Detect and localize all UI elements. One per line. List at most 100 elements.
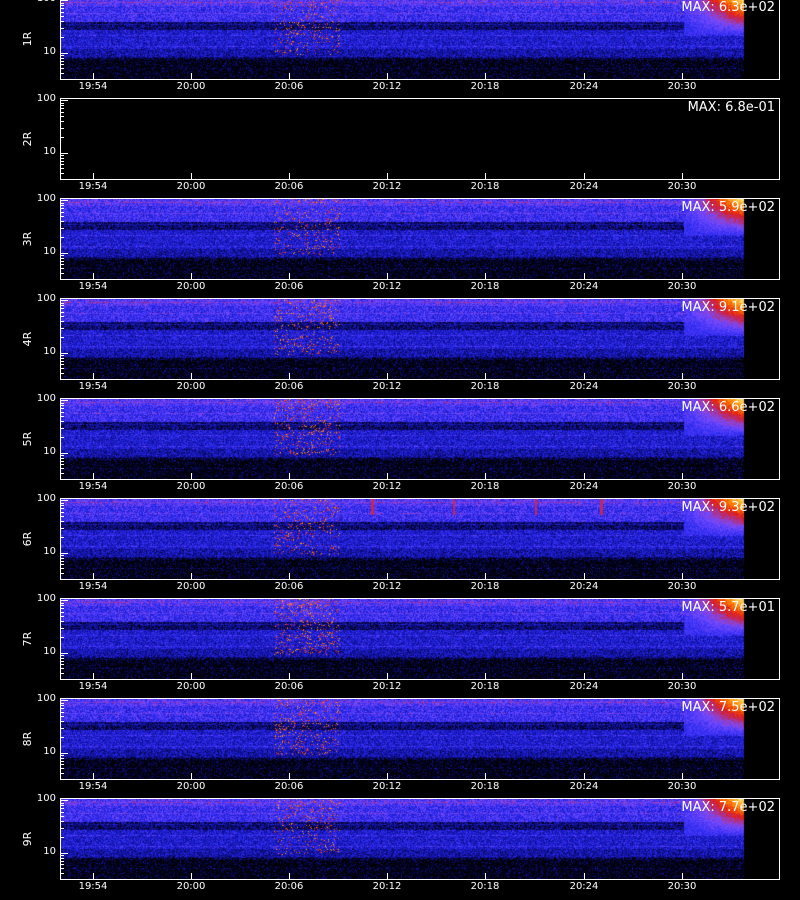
x-tick-mark bbox=[387, 373, 388, 379]
max-value-label: MAX: 5.9e+02 bbox=[681, 200, 775, 215]
max-value-label: MAX: 7.5e+02 bbox=[681, 700, 775, 715]
x-tick-label: 20:30 bbox=[667, 681, 697, 692]
x-tick-label: 20:18 bbox=[470, 481, 500, 492]
x-tick-label: 19:54 bbox=[78, 281, 108, 292]
x-tick-mark bbox=[584, 473, 585, 479]
y-minor-tick bbox=[60, 605, 64, 606]
spectrogram-plot: MAX: 9.1e+02 bbox=[60, 298, 780, 380]
spectrogram-image bbox=[61, 99, 779, 179]
y-minor-tick bbox=[60, 668, 64, 669]
y-minor-tick bbox=[60, 412, 64, 413]
y-tick-label: 100 bbox=[34, 0, 56, 4]
x-tick-label: 20:24 bbox=[569, 881, 599, 892]
y-minor-tick bbox=[60, 5, 64, 6]
spectrogram-image bbox=[61, 299, 779, 379]
x-tick-mark bbox=[584, 773, 585, 779]
y-minor-tick bbox=[60, 164, 64, 165]
spectrogram-plot: MAX: 6.3e+02 bbox=[60, 0, 780, 80]
spectrogram-panel-5r: 5R MAX: 6.6e+02 100 10 19:54 20:00 20:06 20:12 2… bbox=[0, 393, 800, 498]
y-minor-tick bbox=[60, 355, 64, 356]
y-minor-tick bbox=[60, 103, 64, 104]
x-tick-label: 20:00 bbox=[176, 281, 206, 292]
x-tick-mark bbox=[191, 773, 192, 779]
y-minor-tick bbox=[60, 421, 64, 422]
y-tick-mark bbox=[60, 53, 68, 54]
x-tick-mark bbox=[485, 273, 486, 279]
y-minor-tick bbox=[60, 658, 64, 659]
spectrogram-image bbox=[61, 0, 779, 79]
x-tick-mark bbox=[682, 373, 683, 379]
x-tick-label: 20:12 bbox=[372, 381, 402, 392]
x-tick-mark bbox=[191, 873, 192, 879]
x-tick-label: 20:00 bbox=[176, 581, 206, 592]
x-tick-mark bbox=[93, 673, 94, 679]
x-tick-mark bbox=[682, 73, 683, 79]
y-tick-label: 100 bbox=[36, 293, 56, 304]
x-tick-label: 20:30 bbox=[667, 481, 697, 492]
y-minor-tick bbox=[60, 258, 64, 259]
y-minor-tick bbox=[60, 137, 64, 138]
y-minor-tick bbox=[60, 168, 64, 169]
x-tick-label: 20:06 bbox=[274, 181, 304, 192]
x-tick-mark bbox=[682, 873, 683, 879]
x-tick-label: 20:24 bbox=[569, 381, 599, 392]
x-tick-mark bbox=[584, 173, 585, 179]
y-minor-tick bbox=[60, 603, 64, 604]
spectrogram-image bbox=[61, 699, 779, 779]
y-minor-tick bbox=[60, 503, 64, 504]
y-tick-label: 10 bbox=[43, 346, 56, 357]
y-tick-mark bbox=[60, 553, 68, 554]
x-tick-label: 20:18 bbox=[470, 381, 500, 392]
spectrogram-panel-7r: 7R MAX: 5.7e+01 100 10 19:54 20:00 20:06 20:12 2… bbox=[0, 593, 800, 698]
spectrogram-panel-3r: 3R MAX: 5.9e+02 100 10 19:54 20:00 20:06 20:12 2… bbox=[0, 193, 800, 298]
x-tick-mark bbox=[289, 873, 290, 879]
x-tick-label: 20:12 bbox=[372, 81, 402, 92]
y-tick-mark bbox=[60, 153, 68, 154]
x-tick-label: 20:18 bbox=[470, 681, 500, 692]
y-minor-tick bbox=[60, 616, 64, 617]
spectrogram-panel-9r: 9R MAX: 7.7e+02 100 10 19:54 20:00 20:06 20:12 2… bbox=[0, 793, 800, 898]
y-tick-label: 10 bbox=[43, 646, 56, 657]
x-tick-label: 19:54 bbox=[78, 781, 108, 792]
y-minor-tick bbox=[60, 458, 64, 459]
y-minor-tick bbox=[60, 203, 64, 204]
x-tick-mark bbox=[191, 573, 192, 579]
max-value-label: MAX: 9.1e+02 bbox=[681, 300, 775, 315]
x-tick-mark bbox=[387, 473, 388, 479]
y-minor-tick bbox=[60, 128, 64, 129]
y-minor-tick bbox=[60, 361, 64, 362]
x-tick-mark bbox=[485, 373, 486, 379]
x-tick-label: 19:54 bbox=[78, 881, 108, 892]
x-tick-label: 20:06 bbox=[274, 381, 304, 392]
y-minor-tick bbox=[60, 68, 64, 69]
y-minor-tick bbox=[60, 405, 64, 406]
y-minor-tick bbox=[60, 321, 64, 322]
x-tick-label: 20:00 bbox=[176, 481, 206, 492]
x-tick-label: 20:06 bbox=[274, 481, 304, 492]
max-value-label: MAX: 5.7e+01 bbox=[681, 600, 775, 615]
y-minor-tick bbox=[60, 12, 64, 13]
y-tick-label: 100 bbox=[36, 693, 56, 704]
spectrogram-plot: MAX: 6.8e-01 bbox=[60, 98, 780, 180]
y-minor-tick bbox=[60, 3, 64, 4]
x-tick-mark bbox=[387, 673, 388, 679]
y-minor-tick bbox=[60, 812, 64, 813]
y-tick-mark bbox=[60, 600, 68, 601]
x-tick-label: 20:12 bbox=[372, 181, 402, 192]
y-minor-tick bbox=[60, 528, 64, 529]
y-minor-tick bbox=[60, 505, 64, 506]
x-tick-mark bbox=[485, 873, 486, 879]
y-minor-tick bbox=[60, 568, 64, 569]
y-tick-label: 10 bbox=[43, 546, 56, 557]
x-tick-label: 20:30 bbox=[667, 281, 697, 292]
spectrogram-panel-4r: 4R MAX: 9.1e+02 100 10 19:54 20:00 20:06 20:12 2… bbox=[0, 293, 800, 398]
y-minor-tick bbox=[60, 328, 64, 329]
x-tick-mark bbox=[289, 573, 290, 579]
x-tick-label: 19:54 bbox=[78, 581, 108, 592]
y-minor-tick bbox=[60, 673, 64, 674]
y-minor-tick bbox=[60, 716, 64, 717]
x-tick-mark bbox=[387, 73, 388, 79]
x-tick-mark bbox=[93, 373, 94, 379]
x-tick-label: 20:00 bbox=[176, 181, 206, 192]
spectrogram-plot: MAX: 5.7e+01 bbox=[60, 598, 780, 680]
